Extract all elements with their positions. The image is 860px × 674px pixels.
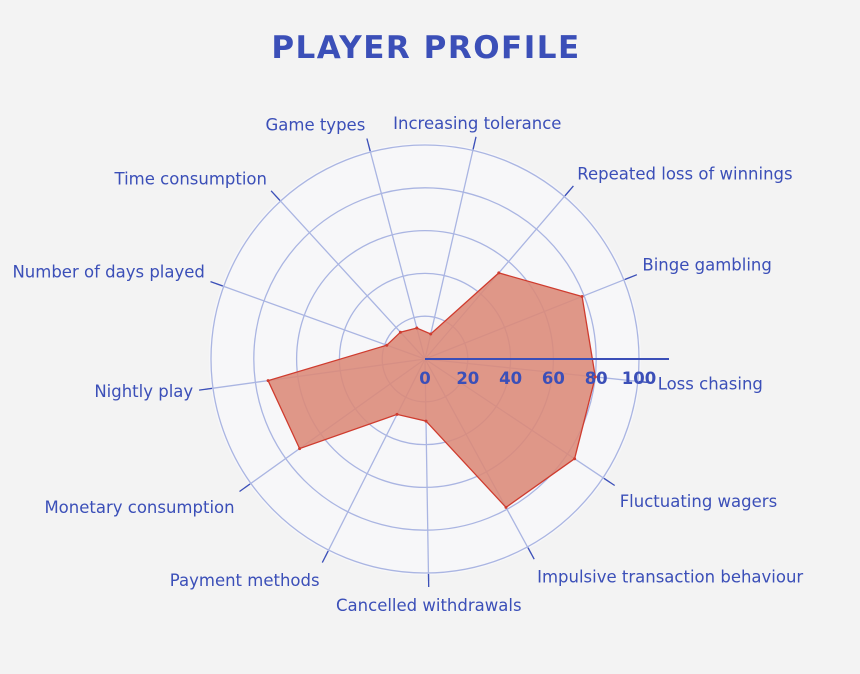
data-point xyxy=(398,330,402,334)
data-point xyxy=(593,375,597,379)
axis-label: Monetary consumption xyxy=(44,498,234,517)
chart-title: PLAYER PROFILE xyxy=(271,30,581,66)
data-point xyxy=(424,419,428,423)
data-area xyxy=(267,272,596,509)
label-leader-line xyxy=(624,274,638,281)
spoke-line xyxy=(367,144,426,360)
axis-label: Fluctuating wagers xyxy=(620,492,777,511)
label-leader-line xyxy=(564,185,574,197)
tick-label: 20 xyxy=(456,369,479,388)
tick-label: 0 xyxy=(419,369,430,388)
axis-label: Binge gambling xyxy=(642,256,771,275)
label-leader-line xyxy=(472,136,477,150)
data-point xyxy=(415,326,419,330)
data-point xyxy=(497,271,501,275)
axis-label: Game types xyxy=(265,116,365,135)
data-point xyxy=(580,295,584,298)
label-leader-line xyxy=(527,547,535,560)
data-point xyxy=(395,412,399,416)
tick-label: 40 xyxy=(499,369,522,388)
data-point xyxy=(266,379,270,383)
data-point xyxy=(504,505,508,509)
label-leader-line xyxy=(270,190,281,201)
data-point xyxy=(573,457,577,461)
axis-label: Time consumption xyxy=(114,169,267,188)
axis-label: Repeated loss of winnings xyxy=(577,164,792,183)
label-leader-line xyxy=(210,280,224,287)
axis-label: Impulsive transaction behaviour xyxy=(537,567,803,586)
tick-label: 60 xyxy=(542,369,565,388)
label-leader-line xyxy=(366,138,371,152)
axis-label: Payment methods xyxy=(170,571,320,590)
tick-label: 100 xyxy=(622,369,656,388)
data-point xyxy=(385,343,389,347)
label-leader-line xyxy=(638,380,652,384)
spoke-line xyxy=(424,142,476,360)
label-leader-line xyxy=(321,550,329,563)
label-leader-line xyxy=(239,483,251,493)
tick-label: 80 xyxy=(585,369,608,388)
label-leader-line xyxy=(603,477,616,487)
axis-label: Nightly play xyxy=(94,382,193,401)
axis-label: Loss chasing xyxy=(658,375,763,394)
data-point xyxy=(429,332,433,336)
axis-label: Increasing tolerance xyxy=(393,114,561,133)
axis-label: Cancelled withdrawals xyxy=(336,596,522,615)
data-point xyxy=(298,447,302,451)
label-leader-line xyxy=(199,387,213,391)
axis-label: Number of days played xyxy=(12,263,204,282)
